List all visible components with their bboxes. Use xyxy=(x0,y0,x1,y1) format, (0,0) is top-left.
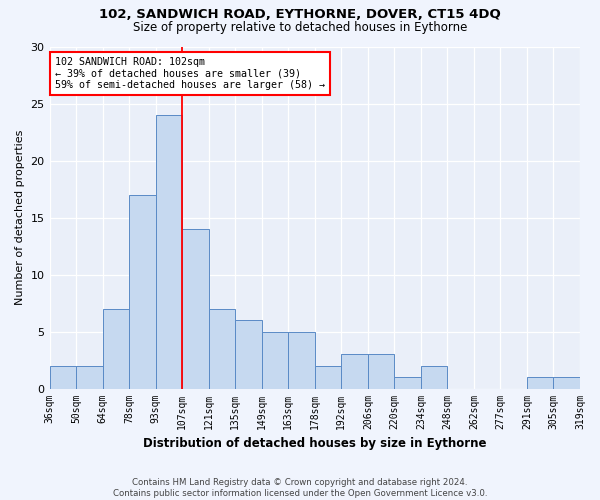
Bar xyxy=(209,308,235,388)
Bar xyxy=(262,332,288,388)
Bar xyxy=(315,366,341,388)
Bar xyxy=(235,320,262,388)
Text: Size of property relative to detached houses in Eythorne: Size of property relative to detached ho… xyxy=(133,21,467,34)
Text: 102, SANDWICH ROAD, EYTHORNE, DOVER, CT15 4DQ: 102, SANDWICH ROAD, EYTHORNE, DOVER, CT1… xyxy=(99,8,501,20)
Bar xyxy=(103,308,129,388)
Bar xyxy=(341,354,368,388)
Bar xyxy=(76,366,103,388)
Bar xyxy=(50,366,76,388)
Bar xyxy=(394,377,421,388)
Bar xyxy=(182,229,209,388)
Bar xyxy=(527,377,553,388)
Text: 102 SANDWICH ROAD: 102sqm
← 39% of detached houses are smaller (39)
59% of semi-: 102 SANDWICH ROAD: 102sqm ← 39% of detac… xyxy=(55,57,325,90)
Bar xyxy=(288,332,315,388)
X-axis label: Distribution of detached houses by size in Eythorne: Distribution of detached houses by size … xyxy=(143,437,487,450)
Y-axis label: Number of detached properties: Number of detached properties xyxy=(15,130,25,305)
Bar xyxy=(553,377,580,388)
Bar xyxy=(368,354,394,388)
Bar xyxy=(421,366,448,388)
Bar xyxy=(129,194,155,388)
Bar xyxy=(155,115,182,388)
Text: Contains HM Land Registry data © Crown copyright and database right 2024.
Contai: Contains HM Land Registry data © Crown c… xyxy=(113,478,487,498)
